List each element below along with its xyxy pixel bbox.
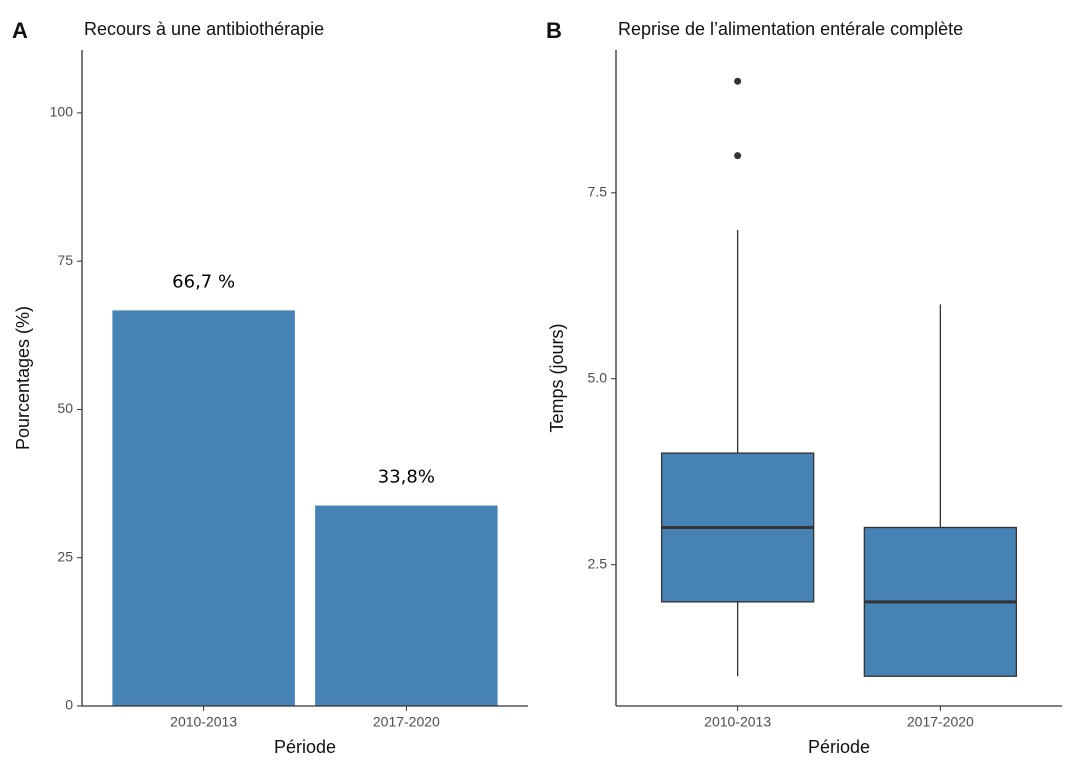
value-label: 66,7 %	[172, 271, 235, 292]
panel-label: A	[12, 18, 28, 43]
y-axis-title: Temps (jours)	[547, 323, 567, 432]
x-axis-title: Période	[274, 737, 336, 757]
y-axis-title: Pourcentages (%)	[13, 306, 33, 450]
outlier	[734, 152, 742, 160]
y-tick-label: 25	[57, 548, 73, 564]
bar	[315, 505, 498, 706]
x-tick-label: 2010-2013	[704, 714, 771, 730]
y-tick-label: 7.5	[588, 184, 608, 200]
x-tick-label: 2010-2013	[170, 714, 237, 730]
y-tick-label: 0	[65, 697, 73, 713]
y-tick-label: 50	[57, 400, 73, 416]
chart-title: Recours à une antibiothérapie	[84, 19, 324, 39]
y-tick-label: 5.0	[588, 369, 608, 385]
x-axis-title: Période	[808, 737, 870, 757]
y-tick-label: 100	[50, 104, 74, 120]
panel-label: B	[546, 18, 562, 43]
y-tick-label: 2.5	[588, 555, 608, 571]
chart-title: Reprise de l’alimentation entérale compl…	[618, 19, 963, 39]
value-label: 33,8%	[378, 467, 435, 488]
bar	[112, 310, 295, 706]
x-tick-label: 2017-2020	[907, 714, 974, 730]
outlier	[734, 77, 742, 85]
y-tick-label: 75	[57, 252, 73, 268]
x-tick-label: 2017-2020	[373, 714, 440, 730]
